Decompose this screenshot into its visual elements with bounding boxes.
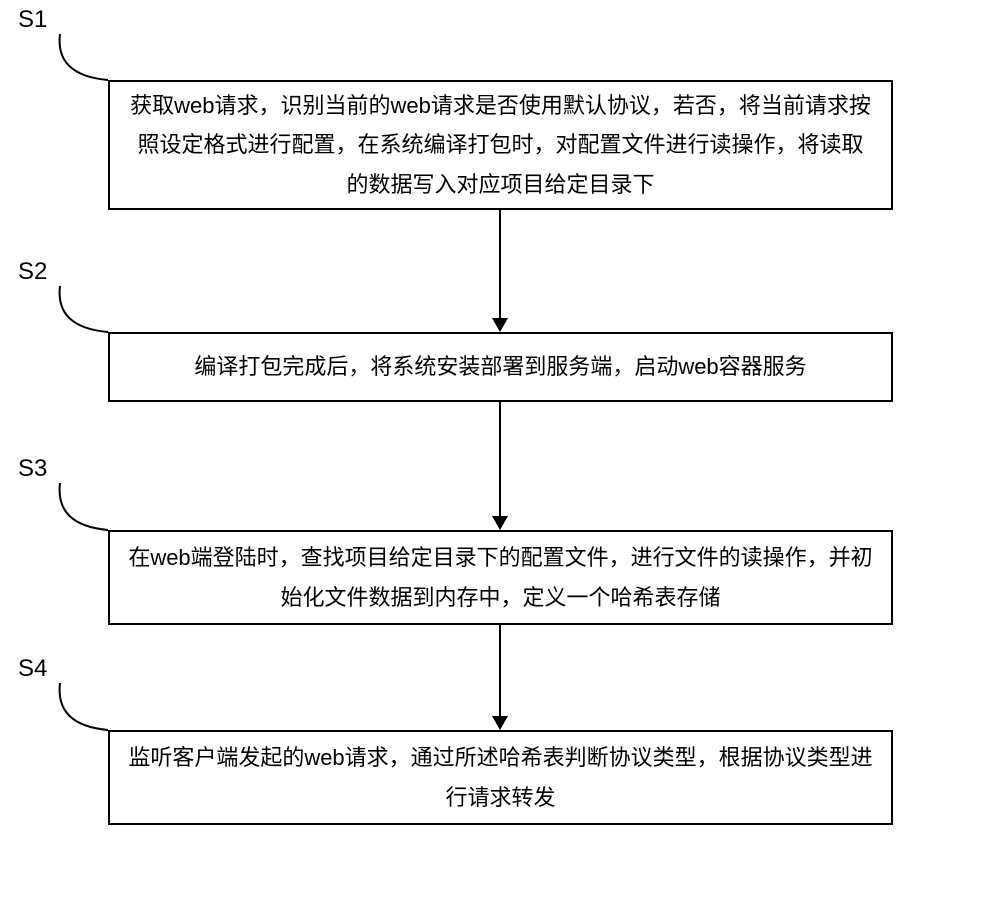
- arrow-line-1: [499, 210, 501, 318]
- arrow-head-3: [492, 716, 508, 730]
- arrow-head-2: [492, 516, 508, 530]
- flowchart-canvas: S1 S2 S3 S4 获取web请求，识别当前的web请求是否使用默认协议，若…: [0, 0, 1000, 899]
- step-label-s2: S2: [18, 258, 47, 286]
- process-step-1: 获取web请求，识别当前的web请求是否使用默认协议，若否，将当前请求按照设定格…: [108, 80, 893, 210]
- process-step-2: 编译打包完成后，将系统安装部署到服务端，启动web容器服务: [108, 332, 893, 402]
- arrow-head-1: [492, 318, 508, 332]
- step-label-s1: S1: [18, 6, 47, 34]
- step-label-s3: S3: [18, 455, 47, 483]
- arrow-line-2: [499, 402, 501, 516]
- process-step-4: 监听客户端发起的web请求，通过所述哈希表判断协议类型，根据协议类型进行请求转发: [108, 730, 893, 825]
- step-label-s4: S4: [18, 655, 47, 683]
- arrow-line-3: [499, 625, 501, 716]
- process-step-3: 在web端登陆时，查找项目给定目录下的配置文件，进行文件的读操作，并初始化文件数…: [108, 530, 893, 625]
